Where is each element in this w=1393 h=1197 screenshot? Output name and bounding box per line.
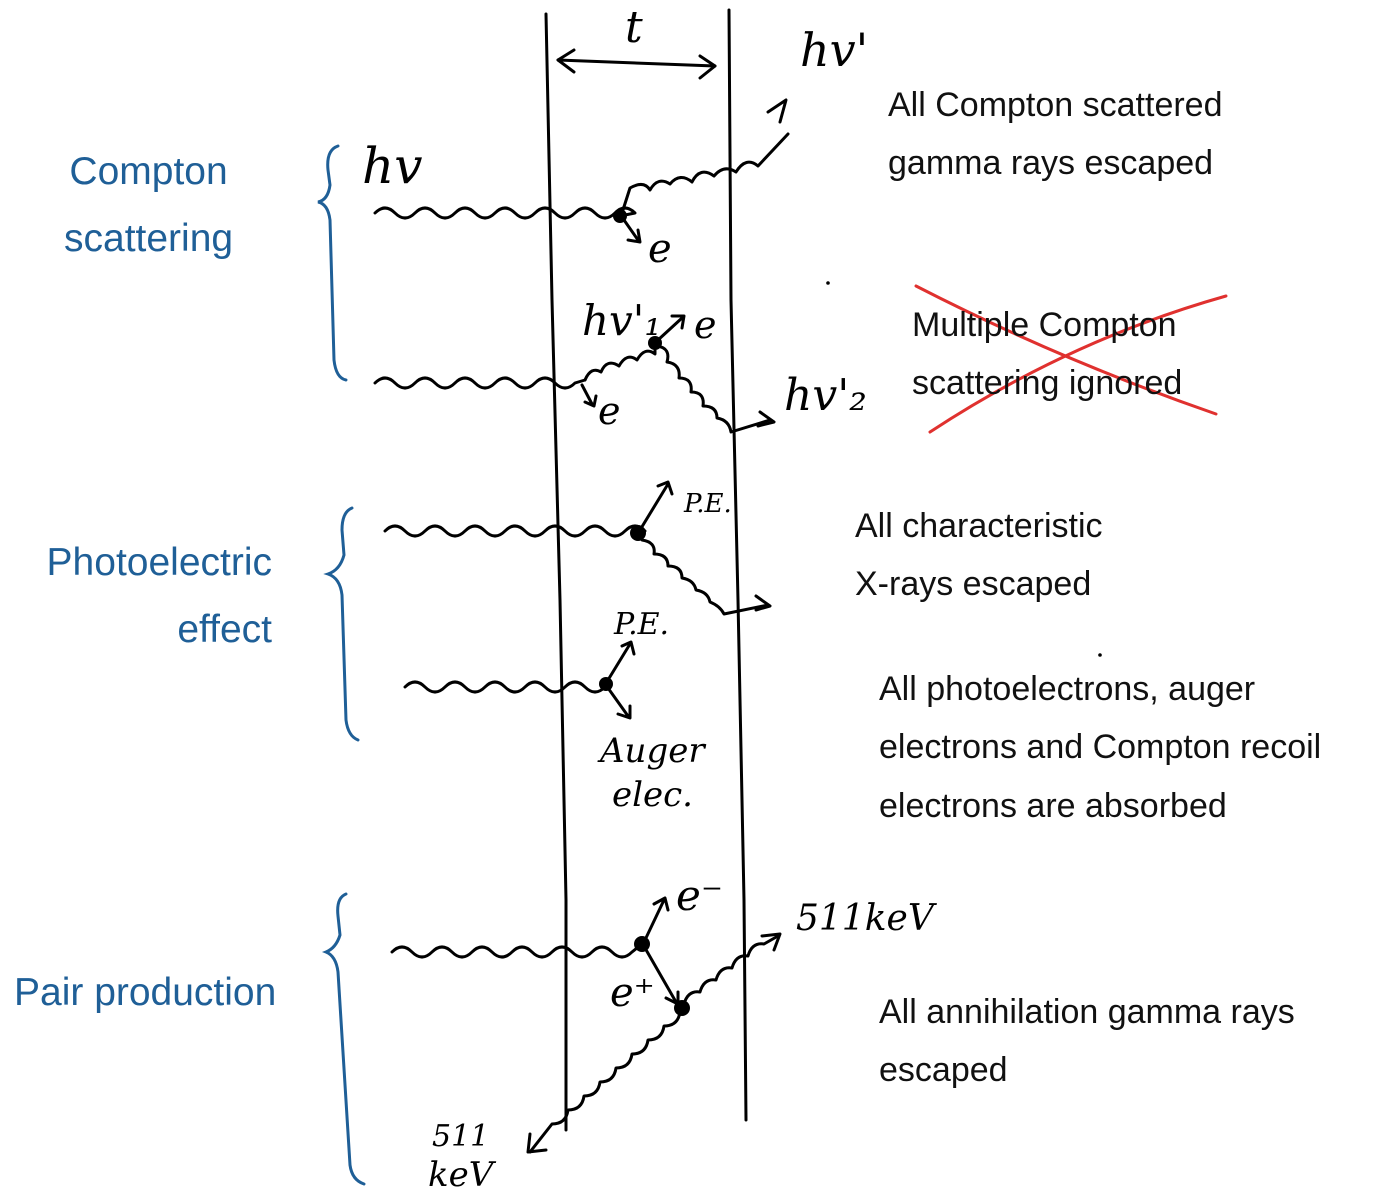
annihilation-photon-right <box>682 934 780 1006</box>
auger-label-line-1: Auger <box>597 731 706 771</box>
note-line: gamma rays escaped <box>888 144 1214 183</box>
note-line: scattering ignored <box>912 364 1183 403</box>
scattered-photon-compton-1 <box>620 132 790 215</box>
brace-pair <box>321 892 366 1186</box>
note-line: X-rays escaped <box>855 565 1092 604</box>
energy-label-left-2: keV <box>428 1155 497 1195</box>
category-compton: Compton scattering <box>64 138 233 272</box>
note-compton-escaped: All Compton scattered gamma rays escaped <box>888 76 1223 193</box>
slab-right-wall <box>727 8 748 1122</box>
note-line: electrons are absorbed <box>879 786 1227 825</box>
recoil-electron-arrow-2 <box>580 383 598 408</box>
note-line: All photoelectrons, auger <box>879 670 1256 708</box>
incident-photon-compton-1 <box>373 206 637 220</box>
note-xrays-escaped: All characteristic X-rays escaped <box>855 497 1103 614</box>
note-line: Multiple Compton <box>912 306 1177 344</box>
note-multiple-ignored: Multiple Compton scattering ignored <box>912 296 1182 413</box>
slab-left-wall <box>544 12 568 1132</box>
thickness-label: t <box>625 2 643 53</box>
electron-label-2: e <box>598 389 621 433</box>
annihilation-photon-left <box>528 1010 682 1154</box>
photoelectron-arrow-1 <box>638 480 674 532</box>
incident-photon-pe-1 <box>383 524 647 538</box>
photoelectron-arrow-2 <box>606 640 636 682</box>
recoil-electron-arrow-3 <box>656 314 686 342</box>
arrowhead <box>526 1132 548 1154</box>
arrowhead <box>760 932 782 952</box>
category-photoelectric-line-2: effect <box>177 608 272 652</box>
energy-label-left-1: 511 <box>432 1119 489 1154</box>
note-line: All Compton scattered <box>888 86 1223 124</box>
electron-label-1: e <box>648 226 672 272</box>
category-photoelectric: Photoelectric effect <box>12 529 272 663</box>
annihilation-point <box>674 1000 690 1016</box>
brace-photoelectric <box>323 506 360 742</box>
electron-arrow <box>643 896 670 942</box>
auger-electron-arrow <box>606 686 632 720</box>
strike-cross-line-2 <box>928 294 1228 434</box>
incident-photon-compton-2 <box>373 376 587 390</box>
electron-label-3: e <box>694 303 717 347</box>
hv-label: hv <box>362 137 422 195</box>
arrowhead <box>766 98 788 124</box>
auger-label-line-2: elec. <box>612 775 693 815</box>
scattered-photon-hv1 <box>583 341 657 382</box>
category-pair-line-1: Pair production <box>14 971 277 1014</box>
note-line: electrons and Compton recoil <box>879 728 1322 767</box>
note-line: All characteristic <box>855 507 1103 545</box>
electron-minus-label: e⁻ <box>676 871 723 920</box>
note-electrons-absorbed: All photoelectrons, auger electrons and … <box>879 660 1321 835</box>
pe-label-1: P.E. <box>683 489 732 519</box>
arrowhead <box>756 410 776 428</box>
incident-photon-pe-2 <box>403 680 608 694</box>
recoil-electron-arrow <box>622 218 642 244</box>
hv-prime-label: hv' <box>800 23 868 77</box>
energy-label-right: 511keV <box>796 898 938 939</box>
strike-cross-line-1 <box>914 284 1218 416</box>
interaction-point <box>599 677 613 691</box>
characteristic-xray <box>640 538 770 616</box>
note-annihilation-escaped: All annihilation gamma rays escaped <box>879 983 1295 1100</box>
pe-label-2: P.E. <box>613 607 669 642</box>
brace-compton <box>317 144 348 382</box>
category-compton-line-2: scattering <box>64 217 234 261</box>
category-compton-line-1: Compton <box>69 150 228 193</box>
hv2-prime-label: hv'₂ <box>784 370 867 421</box>
positron-label: e⁺ <box>610 970 655 1016</box>
speck <box>1098 653 1102 657</box>
hv1-prime-label: hv'₁ <box>582 296 661 345</box>
incident-photon-pair <box>390 942 644 959</box>
interaction-point <box>630 525 646 541</box>
arrowhead <box>754 594 772 612</box>
note-line: All annihilation gamma rays <box>879 993 1295 1031</box>
scattered-photon-hv2 <box>655 344 772 434</box>
thickness-arrow <box>556 48 717 80</box>
category-photoelectric-line-1: Photoelectric <box>46 541 272 584</box>
category-pair: Pair production <box>14 959 276 1026</box>
note-line: escaped <box>879 1051 1008 1090</box>
speck <box>826 281 830 285</box>
